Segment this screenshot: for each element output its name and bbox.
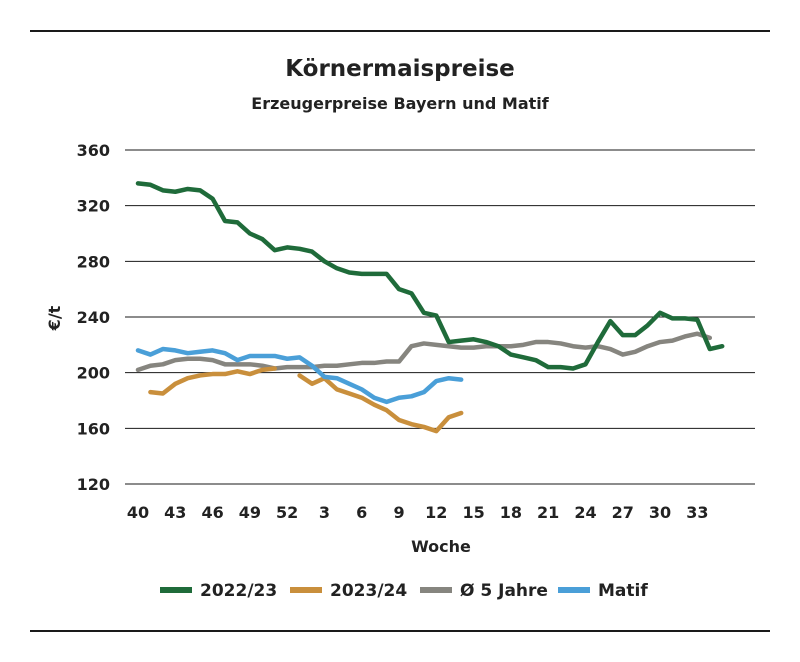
y-tick-label: 120 bbox=[77, 475, 110, 494]
x-tick-label: 43 bbox=[164, 503, 186, 522]
x-tick-label: 46 bbox=[201, 503, 223, 522]
series-line-0 bbox=[135, 181, 725, 371]
y-tick-label: 240 bbox=[77, 308, 110, 327]
top-rule bbox=[30, 30, 770, 32]
x-tick-label: 9 bbox=[393, 503, 404, 522]
x-tick-label: 30 bbox=[649, 503, 671, 522]
x-tick-label: 24 bbox=[574, 503, 596, 522]
series-line-2 bbox=[135, 331, 713, 373]
x-tick-label: 49 bbox=[239, 503, 261, 522]
x-axis-label: Woche bbox=[411, 537, 471, 556]
y-tick-label: 160 bbox=[77, 419, 110, 438]
y-tick-label: 320 bbox=[77, 197, 110, 216]
x-tick-label: 3 bbox=[319, 503, 330, 522]
series-line-3 bbox=[135, 346, 464, 405]
x-tick-label: 27 bbox=[612, 503, 634, 522]
chart-title: Körnermaispreise bbox=[285, 56, 515, 82]
x-tick-label: 15 bbox=[462, 503, 484, 522]
bottom-rule bbox=[30, 630, 770, 632]
x-tick-label: 18 bbox=[500, 503, 522, 522]
x-tick-label: 40 bbox=[127, 503, 149, 522]
y-axis-label: €/t bbox=[45, 305, 64, 331]
y-tick-label: 200 bbox=[77, 364, 110, 383]
legend-label-2: Ø 5 Jahre bbox=[460, 581, 548, 601]
series-line-1 bbox=[148, 366, 464, 434]
x-tick-label: 33 bbox=[686, 503, 708, 522]
x-tick-label: 52 bbox=[276, 503, 298, 522]
chart-subtitle: Erzeugerpreise Bayern und Matif bbox=[251, 94, 549, 113]
legend-label-1: 2023/24 bbox=[330, 581, 407, 601]
y-tick-label: 280 bbox=[77, 252, 110, 271]
x-tick-label: 21 bbox=[537, 503, 559, 522]
x-tick-label: 12 bbox=[425, 503, 447, 522]
legend-label-0: 2022/23 bbox=[200, 581, 277, 601]
legend-label-3: Matif bbox=[598, 581, 648, 601]
y-tick-label: 360 bbox=[77, 141, 110, 160]
x-tick-label: 6 bbox=[356, 503, 367, 522]
